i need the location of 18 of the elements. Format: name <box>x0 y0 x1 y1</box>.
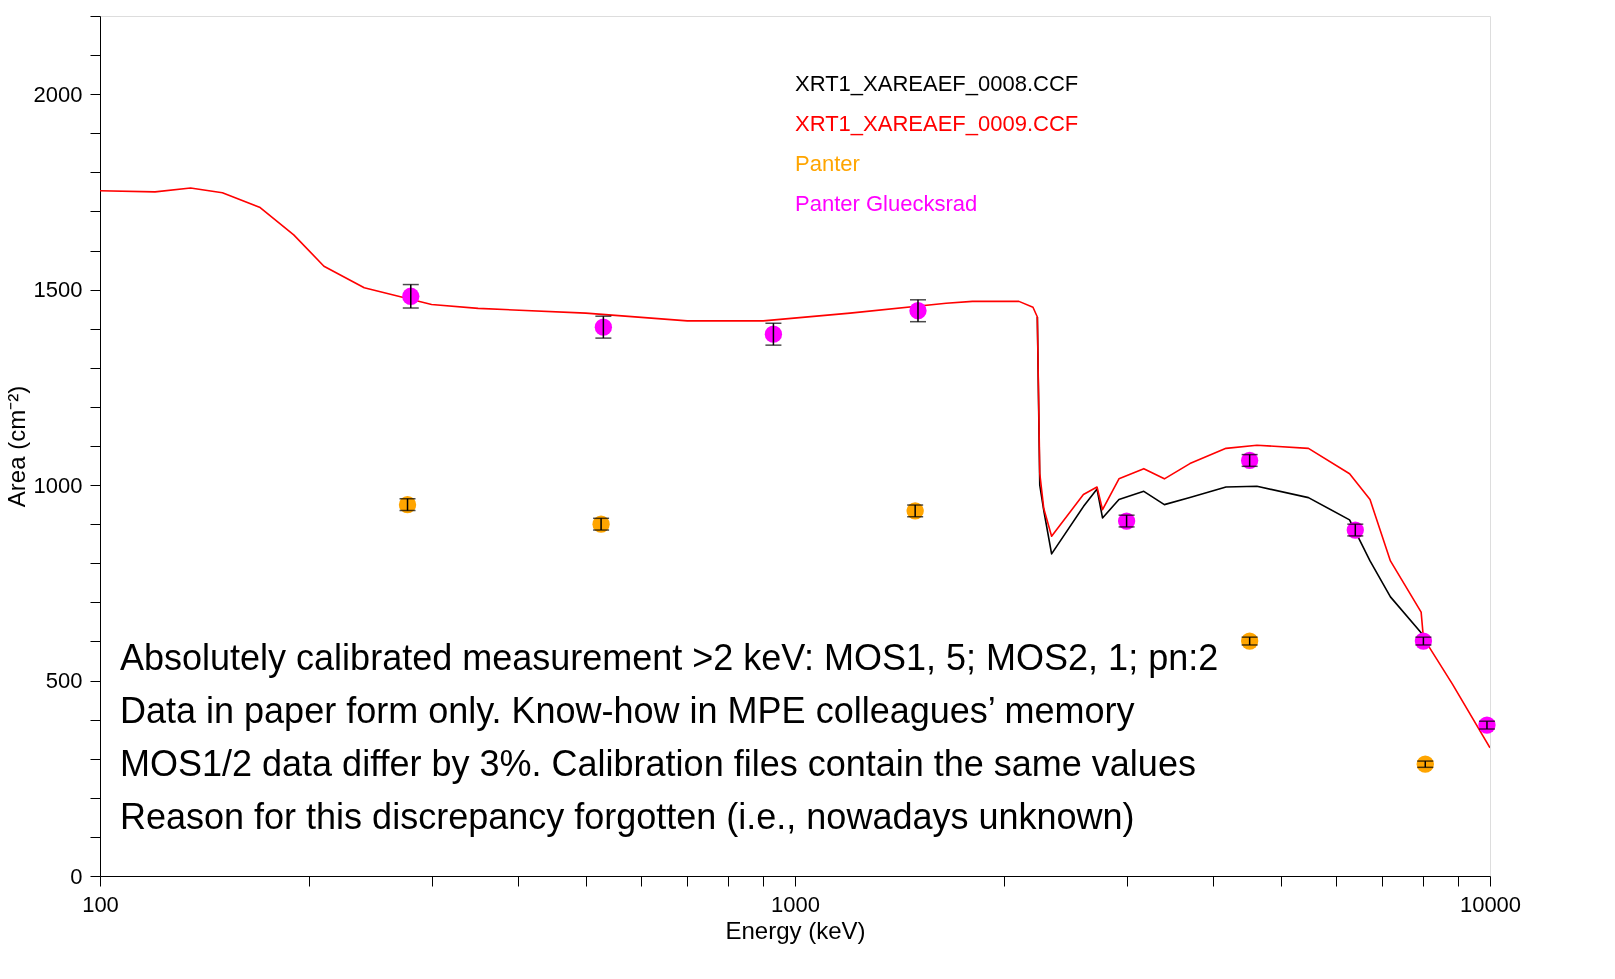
text: Panter <box>795 151 860 176</box>
annotation: Data in paper form only. Know-how in MPE colleagues’ memory <box>120 690 1135 731</box>
annotation: MOS1/2 data differ by 3%. Calibration files contain the same values <box>120 743 1196 784</box>
x-axis-title: Energy (keV) <box>725 916 866 944</box>
y-tick-label: 2000 <box>33 81 83 107</box>
y-tick-label: 1500 <box>33 277 83 303</box>
text: XRT1_XAREAEF_0008.CCF <box>795 71 1079 96</box>
y-tick-label: 500 <box>45 668 83 694</box>
text: Panter Gluecksrad <box>795 191 978 216</box>
x-tick-label: 10000 <box>1459 891 1522 917</box>
annotation: Reason for this discrepancy forgotten (i.e., nowadays unknown) <box>120 796 1135 837</box>
y-tick-label: 1000 <box>33 472 83 498</box>
y-tick-label: 0 <box>70 863 83 889</box>
text: XRT1_XAREAEF_0009.CCF <box>795 111 1079 136</box>
annotation: Absolutely calibrated measurement >2 keV: MOS1, 5; MOS2, 1; pn:2 <box>120 637 1219 678</box>
x-tick-label: 1000 <box>771 891 820 917</box>
x-tick-label: 100 <box>82 891 119 917</box>
y-axis-title: Area (cm⁻²) <box>2 385 30 508</box>
